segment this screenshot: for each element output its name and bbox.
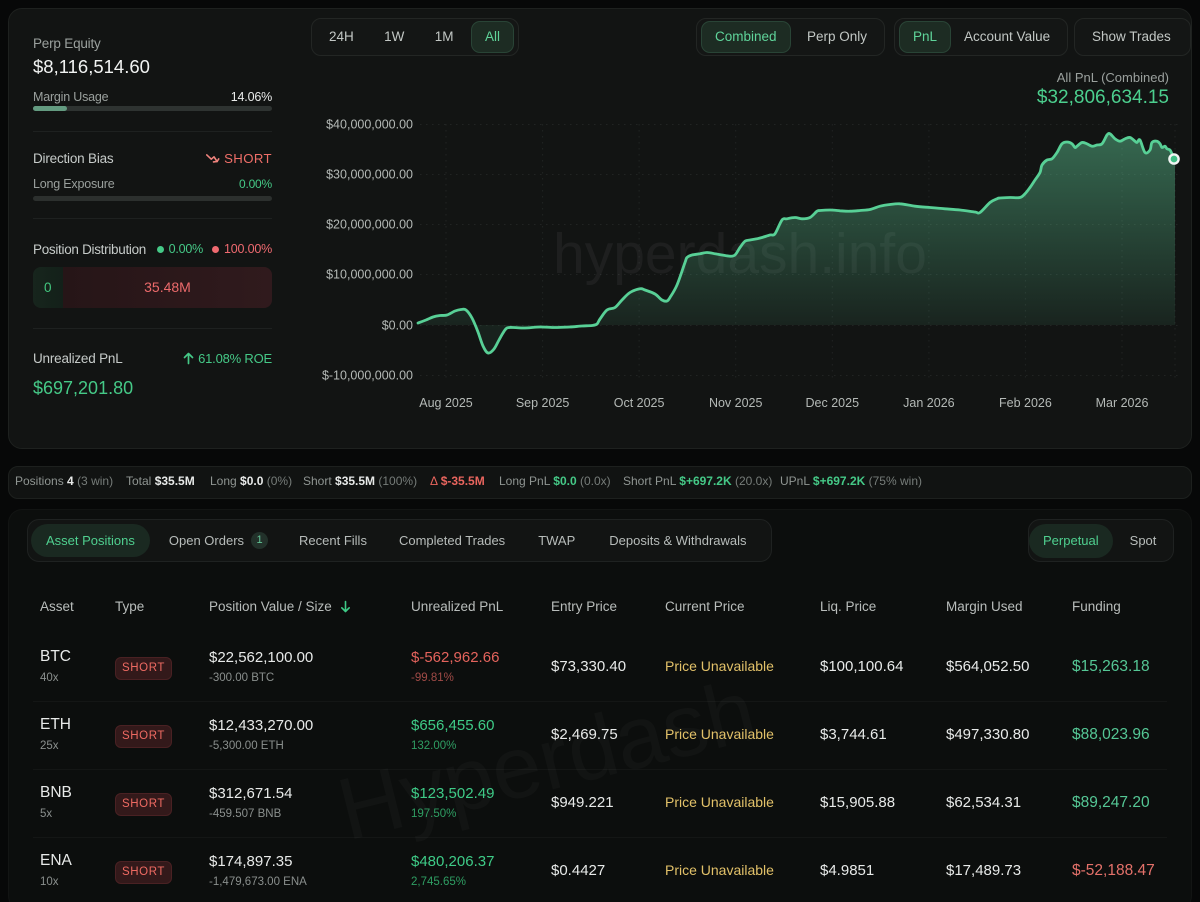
svg-text:Feb 2026: Feb 2026 (999, 396, 1052, 410)
svg-text:$30,000,000.00: $30,000,000.00 (326, 168, 413, 182)
svg-text:Mar 2026: Mar 2026 (1096, 396, 1149, 410)
svg-text:$20,000,000.00: $20,000,000.00 (326, 218, 413, 232)
svg-text:$10,000,000.00: $10,000,000.00 (326, 268, 413, 282)
svg-text:Oct 2025: Oct 2025 (614, 396, 665, 410)
svg-text:Dec 2025: Dec 2025 (806, 396, 860, 410)
svg-text:Sep 2025: Sep 2025 (516, 396, 570, 410)
svg-text:Jan 2026: Jan 2026 (903, 396, 954, 410)
svg-text:$0.00: $0.00 (382, 319, 413, 333)
svg-text:$-10,000,000.00: $-10,000,000.00 (322, 369, 413, 383)
svg-text:Nov 2025: Nov 2025 (709, 396, 763, 410)
svg-text:$40,000,000.00: $40,000,000.00 (326, 118, 413, 132)
svg-text:Aug 2025: Aug 2025 (419, 396, 473, 410)
